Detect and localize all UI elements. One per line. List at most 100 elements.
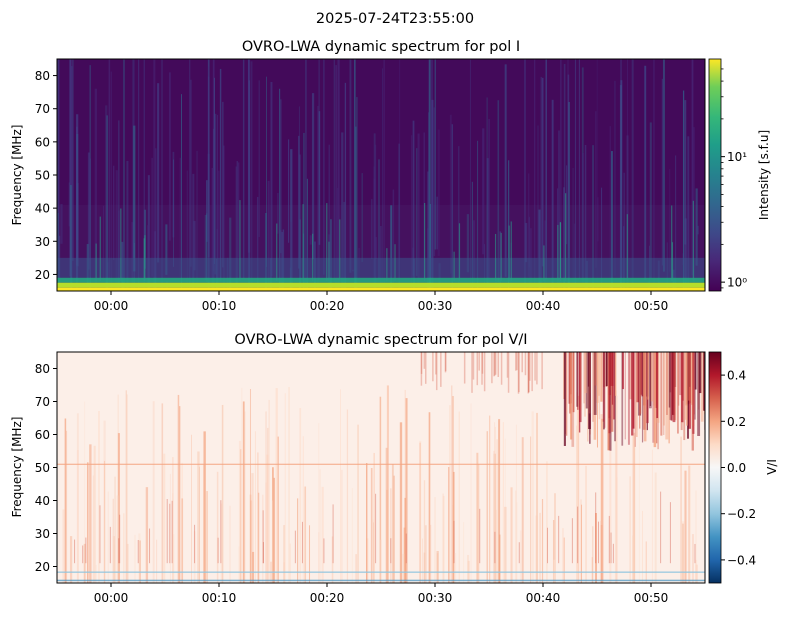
pol-i-streak (544, 220, 546, 291)
pol-i-streak (68, 182, 70, 227)
pol-vi-streak (308, 525, 311, 583)
pol-vi-strong-region (683, 352, 686, 441)
pol-vi-streak (495, 509, 498, 583)
pol-i-streak (614, 80, 616, 276)
pol-vi-streak (592, 526, 594, 583)
pol-vi-streak (510, 487, 513, 583)
pol-vi-strong-region (663, 352, 665, 436)
pol-vi-heatmap-texture (57, 352, 705, 583)
pol-i-streak (609, 126, 612, 291)
pol-i-streak (277, 192, 279, 234)
pol-vi-streak (419, 440, 422, 583)
pol-vi-strong-region (500, 352, 503, 385)
pol-vi-streak (449, 405, 451, 583)
panel-pol-vi-title: OVRO-LWA dynamic spectrum for pol V/I (234, 332, 527, 348)
pol-vi-burst (375, 493, 377, 564)
pol-vi-streak (695, 490, 697, 583)
pol-vi-streak (489, 415, 491, 583)
pol-i-streak (392, 189, 395, 291)
pol-vi-burst (595, 492, 597, 564)
pol-vi-streak (318, 423, 320, 583)
pol-vi-strong-region (471, 352, 473, 393)
pol-vi-burst (660, 491, 662, 564)
pol-vi-streak (252, 551, 255, 583)
pol-vi-burst (571, 518, 573, 564)
panel-pol-i: OVRO-LWA dynamic spectrum for pol I 20 30… (10, 39, 771, 313)
pol-i-streak (173, 159, 174, 267)
pol-vi-strong-region (531, 352, 533, 392)
pol-vi-colorbar-tick-label: −0.2 (727, 507, 756, 521)
pol-vi-streak (629, 476, 631, 583)
pol-vi-streak (515, 490, 517, 583)
pol-vi-burst (669, 502, 671, 564)
pol-vi-burst (547, 527, 548, 564)
pol-vi-streak (580, 499, 582, 583)
pol-vi-streak (429, 524, 432, 583)
pol-vi-x-tick-label: 00:40 (526, 591, 561, 605)
pol-vi-streak (422, 538, 423, 583)
pol-vi-strong-region (569, 352, 571, 414)
pol-i-burst (339, 219, 341, 282)
pol-i-streak (157, 83, 160, 263)
pol-i-streak (596, 59, 598, 291)
pol-vi-strong-region (684, 352, 687, 420)
pol-i-streak (373, 133, 376, 291)
pol-vi-streak (536, 412, 538, 583)
pol-vi-streak (304, 486, 307, 583)
pol-i-streak (597, 197, 599, 242)
pol-i-colorbar-tick-label: 10⁰ (727, 276, 747, 290)
pol-i-streak (341, 132, 344, 291)
pol-i-y-ticks: 20 30 40 50 60 70 80 (35, 69, 57, 282)
pol-vi-streak (181, 498, 184, 583)
pol-vi-streak (250, 500, 253, 583)
pol-vi-strong-region (483, 352, 486, 392)
pol-vi-y-tick-label: 30 (35, 527, 50, 541)
pol-i-streak (328, 144, 330, 291)
pol-i-streak (540, 76, 543, 291)
pol-i-streak (72, 59, 74, 261)
pol-i-streak (669, 169, 671, 272)
pol-i-streak (578, 59, 580, 279)
pol-i-streak (335, 65, 337, 291)
pol-vi-streak (266, 454, 269, 583)
pol-i-streak (115, 170, 118, 291)
pol-i-streak (94, 88, 98, 291)
pol-vi-streak (161, 403, 164, 583)
pol-vi-strong-region (634, 352, 636, 447)
pol-vi-streak (203, 431, 206, 583)
pol-vi-strong-region (524, 352, 527, 376)
pol-i-streak (217, 170, 220, 291)
pol-vi-strong-region (639, 352, 641, 429)
pol-vi-streak (436, 553, 439, 583)
pol-vi-strong-region (481, 352, 484, 374)
pol-i-streak (196, 150, 198, 291)
pol-vi-streak (541, 498, 544, 583)
pol-i-streak (186, 170, 188, 291)
pol-i-streak (131, 222, 134, 291)
pol-i-burst (692, 200, 694, 282)
pol-i-y-tick-label: 20 (35, 268, 50, 282)
pol-i-streak (623, 172, 625, 290)
pol-vi-strong-region (678, 352, 680, 406)
pol-i-streak (477, 140, 479, 291)
pol-i-streak (375, 237, 377, 259)
pol-i-streak (69, 59, 72, 277)
pol-vi-streak (257, 452, 259, 583)
pol-vi-strong-region (631, 352, 634, 436)
pol-vi-low-band (57, 579, 705, 582)
pol-vi-strong-region (478, 352, 480, 371)
pol-vi-streak (107, 491, 109, 583)
pol-vi-streak (452, 396, 454, 583)
pol-vi-burst (608, 515, 610, 564)
pol-i-streak (399, 59, 401, 288)
pol-vi-strong-region (515, 352, 517, 371)
pol-vi-strong-region (444, 352, 447, 373)
pol-vi-streak (681, 521, 685, 583)
pol-vi-streak (599, 552, 601, 583)
pol-vi-streak (139, 540, 141, 583)
pol-i-streak (472, 220, 475, 285)
pol-i-streak (190, 79, 192, 267)
pol-vi-strong-region (669, 352, 672, 393)
pol-vi-streak (216, 471, 219, 583)
pol-vi-strong-region (600, 352, 603, 402)
